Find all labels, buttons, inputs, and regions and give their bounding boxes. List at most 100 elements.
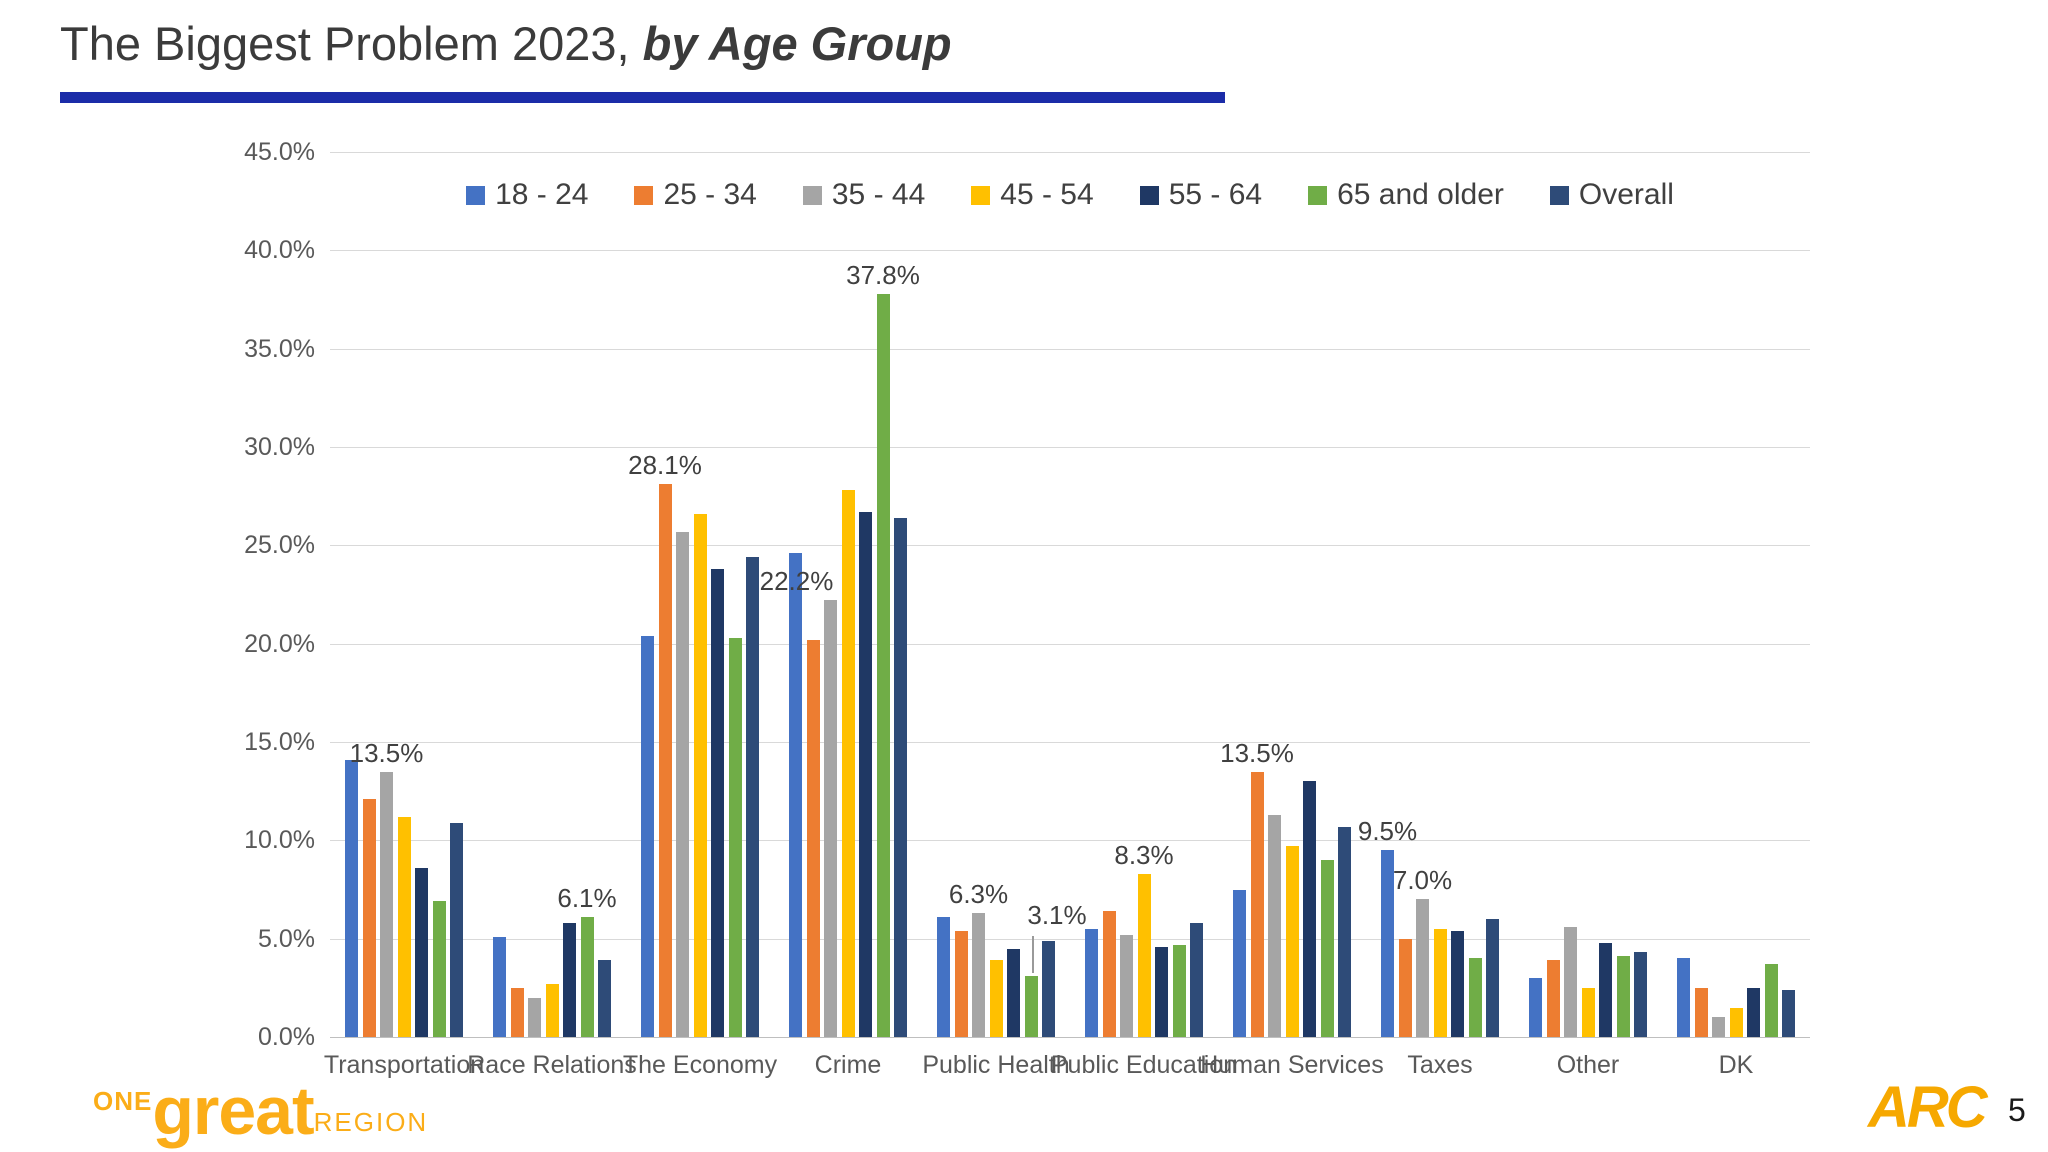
bar xyxy=(528,997,541,1037)
bar xyxy=(1042,940,1055,1037)
y-axis-tick-label: 5.0% xyxy=(258,924,315,953)
category-label: Public Health xyxy=(922,1051,1070,1079)
legend-swatch-icon xyxy=(1549,185,1569,205)
legend-label: 45 - 54 xyxy=(1000,178,1094,211)
bar xyxy=(362,799,376,1037)
bar-data-label: 3.1% xyxy=(1027,900,1087,931)
bar xyxy=(1694,987,1708,1037)
bar xyxy=(824,600,837,1037)
bar xyxy=(806,639,820,1037)
bar xyxy=(1137,873,1151,1037)
y-axis-tick-label: 30.0% xyxy=(244,433,315,461)
bar xyxy=(1764,964,1778,1037)
bar xyxy=(1250,771,1264,1037)
legend-label: Overall xyxy=(1578,178,1674,211)
bar xyxy=(789,553,802,1037)
legend-item: 25 - 34 xyxy=(634,178,757,212)
bar-data-label: 13.5% xyxy=(349,737,424,768)
bar xyxy=(1155,946,1168,1037)
page-title: The Biggest Problem 2023, by Age Group xyxy=(60,16,952,71)
bar xyxy=(728,637,742,1037)
bar xyxy=(1468,958,1482,1037)
bar xyxy=(1233,889,1246,1037)
bar xyxy=(1416,899,1429,1037)
bar xyxy=(658,484,672,1037)
bar xyxy=(641,635,654,1037)
bar xyxy=(711,568,724,1037)
y-axis-tick-label: 20.0% xyxy=(244,629,315,658)
bar-data-label: 8.3% xyxy=(1114,839,1174,870)
bar xyxy=(1546,960,1560,1037)
legend-swatch-icon xyxy=(1139,185,1159,205)
legend-label: 35 - 44 xyxy=(831,178,926,211)
gridline xyxy=(330,742,1810,743)
category-label: Crime xyxy=(814,1051,882,1079)
bar xyxy=(450,822,463,1037)
gridline xyxy=(330,447,1810,448)
bar xyxy=(1381,850,1394,1037)
bar xyxy=(1085,928,1098,1037)
y-axis-tick-label: 45.0% xyxy=(244,138,315,166)
bar xyxy=(1320,860,1334,1037)
legend-item: 35 - 44 xyxy=(802,178,926,212)
bar xyxy=(894,517,907,1037)
legend-label: 18 - 24 xyxy=(495,178,589,211)
bar-data-label: 22.2% xyxy=(759,566,834,597)
data-label-leader-line xyxy=(1032,936,1034,974)
legend-swatch-icon xyxy=(634,185,654,205)
chart-legend: 18 - 24 25 - 34 35 - 44 45 - 54 55 - 64 65 an… xyxy=(330,178,1810,212)
legend-label: 65 and older xyxy=(1337,178,1504,211)
gridline xyxy=(330,1037,1810,1038)
bar xyxy=(1007,948,1020,1037)
bar xyxy=(1120,934,1133,1037)
gridline xyxy=(330,545,1810,547)
y-axis-tick-label: 0.0% xyxy=(258,1023,315,1051)
bar xyxy=(1451,930,1464,1037)
bar xyxy=(1398,938,1412,1037)
legend-swatch-icon xyxy=(1308,185,1328,205)
bar xyxy=(1616,956,1630,1037)
bar xyxy=(746,557,759,1037)
bar xyxy=(415,867,428,1037)
bar xyxy=(580,917,594,1037)
category-label: DK xyxy=(1718,1051,1754,1079)
category-label: Transportation xyxy=(323,1051,485,1079)
legend-label: 25 - 34 xyxy=(663,178,757,211)
page-number: 5 xyxy=(2008,1092,2026,1128)
legend-item: Overall xyxy=(1549,178,1674,212)
bar xyxy=(345,759,358,1037)
legend-item: 65 and older xyxy=(1308,178,1504,212)
y-axis-tick-label: 25.0% xyxy=(244,531,315,560)
bar xyxy=(876,293,890,1037)
bar xyxy=(954,930,968,1037)
y-axis-tick-label: 10.0% xyxy=(244,826,315,855)
bar xyxy=(1190,922,1203,1037)
bar xyxy=(1782,989,1795,1037)
y-axis-tick-label: 40.0% xyxy=(244,236,315,265)
category-label: Race Relations xyxy=(467,1051,637,1079)
bar xyxy=(1729,1007,1743,1037)
gridline xyxy=(330,840,1810,842)
category-label: The Economy xyxy=(622,1051,778,1079)
logo-one-text: ONE xyxy=(93,1086,153,1116)
bar xyxy=(432,901,446,1037)
y-axis-tick-label: 35.0% xyxy=(244,334,315,363)
one-great-region-logo: ONEgreatREGION xyxy=(93,1072,428,1150)
gridline xyxy=(330,152,1810,153)
legend-swatch-icon xyxy=(971,185,991,205)
bar xyxy=(1268,814,1281,1037)
bar xyxy=(1303,781,1316,1037)
legend-item: 45 - 54 xyxy=(971,178,1094,212)
legend-swatch-icon xyxy=(802,185,822,205)
bar xyxy=(1634,952,1647,1037)
bar xyxy=(1285,846,1299,1037)
bar-data-label: 6.1% xyxy=(557,883,617,914)
bar xyxy=(1677,958,1690,1037)
bar xyxy=(676,531,689,1037)
bar xyxy=(493,936,506,1037)
y-axis-tick-label: 15.0% xyxy=(244,728,315,756)
bar-data-label: 6.3% xyxy=(948,879,1009,910)
bar xyxy=(1338,826,1351,1037)
title-italic-text: by Age Group xyxy=(642,17,952,70)
bar xyxy=(1024,976,1038,1037)
